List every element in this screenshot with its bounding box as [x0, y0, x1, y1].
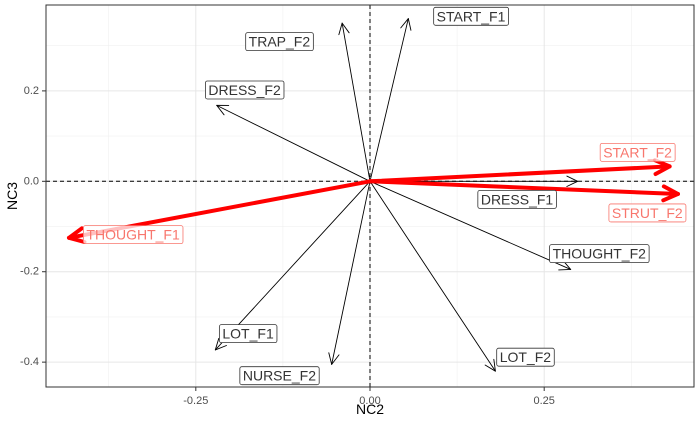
vector-arrow	[368, 158, 672, 184]
label-box	[83, 225, 184, 245]
y-tick-label: -0.4	[20, 356, 39, 368]
vector-label: DRESS_F2	[205, 80, 285, 100]
axis-ticks: -0.25 0.00 0.25 -0.4 -0.2 0.0 0.2	[20, 85, 555, 407]
vector-label: TRAP_F2	[245, 32, 314, 52]
vector-arrow	[338, 22, 371, 182]
arrow-shaft	[216, 104, 371, 182]
vector-label: LOT_F2	[496, 347, 555, 367]
vector-label: START_F1	[433, 6, 510, 26]
label-text: DRESS_F1	[481, 191, 554, 207]
y-tick-label: -0.2	[20, 266, 39, 278]
x-tick-label: 0.25	[533, 395, 554, 407]
arrow-head	[328, 352, 340, 365]
vector-label: LOT_F1	[218, 324, 278, 344]
arrow-head	[400, 18, 412, 31]
x-tick-label: -0.25	[183, 395, 208, 407]
arrow-head	[338, 22, 350, 36]
label-text: LOT_F1	[222, 326, 274, 342]
vector-label: THOUGHT_F2	[549, 244, 650, 264]
arrow-shaft	[214, 180, 371, 351]
arrow-shaft	[368, 164, 672, 184]
arrow-shaft	[369, 180, 496, 372]
vector-label: NURSE_F2	[239, 366, 320, 386]
arrow-shaft	[369, 180, 572, 270]
y-tick-label: 0.0	[24, 175, 39, 187]
label-text: STRUT_F2	[612, 205, 683, 221]
label-box	[477, 189, 557, 209]
label-box	[433, 6, 510, 26]
label-text: LOT_F2	[500, 349, 552, 365]
arrow-shaft	[368, 179, 680, 196]
vector-arrow	[369, 180, 572, 271]
vector-label: STRUT_F2	[608, 203, 687, 223]
label-text: START_F2	[603, 144, 672, 160]
arrow-shaft	[341, 22, 371, 182]
label-box	[496, 347, 555, 367]
label-text: THOUGHT_F2	[553, 246, 647, 262]
label-box	[549, 244, 650, 264]
x-tick-label: 0.00	[359, 395, 380, 407]
x-axis-title: NC2	[356, 401, 384, 417]
vector-arrow	[214, 180, 371, 351]
label-box	[205, 80, 285, 100]
vector-arrow	[369, 18, 412, 182]
arrow-head	[558, 259, 572, 271]
vector-label: START_F2	[599, 142, 676, 162]
label-text: DRESS_F2	[208, 82, 281, 98]
label-text: NURSE_F2	[243, 368, 316, 384]
arrow-head	[484, 358, 496, 372]
label-text: START_F1	[437, 8, 506, 24]
arrow-head	[216, 104, 230, 116]
label-box	[239, 366, 320, 386]
y-tick-label: 0.2	[24, 85, 39, 97]
arrow-head	[566, 175, 579, 187]
arrow-head	[214, 337, 227, 351]
label-box	[599, 142, 676, 162]
label-box	[608, 203, 687, 223]
vector-arrow	[369, 180, 496, 372]
arrow-shaft	[369, 18, 409, 182]
label-text: TRAP_F2	[249, 34, 311, 50]
arrow-head	[661, 184, 680, 203]
arrow-head	[652, 158, 672, 177]
y-axis-title: NC3	[4, 182, 20, 210]
vector-labels: START_F1 TRAP_F2 DRESS_F2 START_F2 DRESS_F1 S…	[83, 6, 687, 386]
vector-arrow	[328, 180, 371, 365]
label-text: THOUGHT_F1	[86, 227, 180, 243]
vector-arrow	[216, 104, 371, 182]
arrow-head	[66, 226, 87, 244]
vector-arrow	[368, 179, 680, 203]
label-box	[245, 32, 314, 52]
arrow-shaft	[331, 180, 371, 365]
label-box	[218, 324, 278, 344]
vector-label: DRESS_F1	[477, 189, 557, 209]
vector-label: THOUGHT_F1	[83, 225, 184, 245]
